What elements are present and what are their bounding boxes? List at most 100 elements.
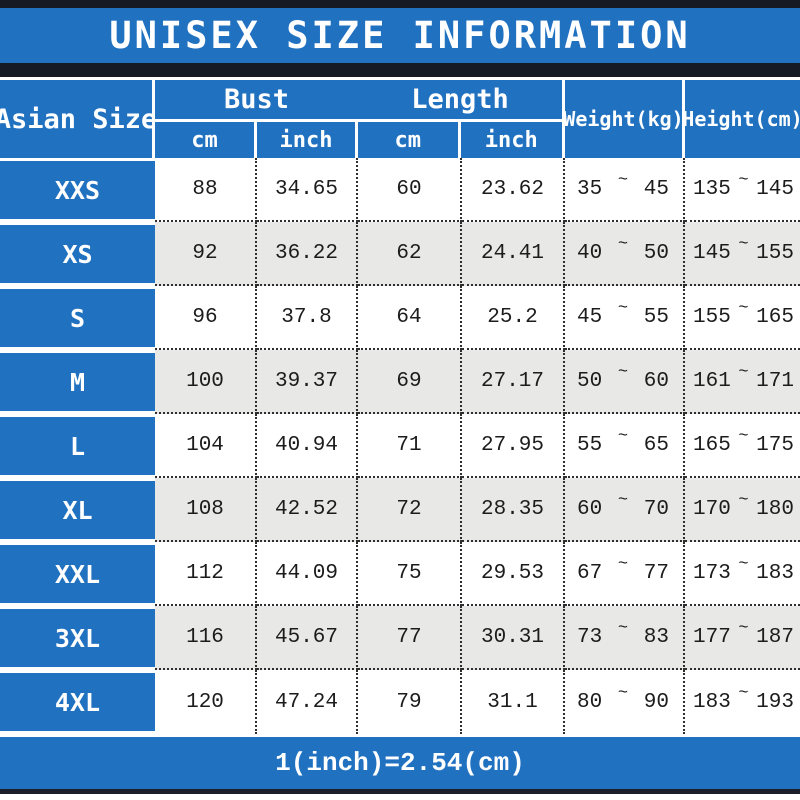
weight-max: 50 (643, 241, 669, 265)
bust-inch-value: 45.67 (257, 606, 358, 670)
weight-range: 55 ~ 65 (565, 414, 685, 478)
weight-max: 90 (643, 690, 669, 714)
table-row: 3XL 116 45.67 77 30.31 73 ~ 83 177 ~ 187 (0, 606, 800, 670)
length-inch-value: 27.17 (462, 350, 565, 414)
top-border-strip (0, 0, 800, 8)
height-min: 155 (693, 305, 731, 329)
weight-min: 50 (577, 369, 603, 393)
length-inch-value: 30.31 (462, 606, 565, 670)
bust-inch-value: 36.22 (257, 222, 358, 286)
weight-max: 83 (643, 625, 669, 649)
size-label: 4XL (0, 673, 155, 731)
height-min: 183 (693, 690, 731, 714)
length-cm-value: 62 (358, 222, 462, 286)
header-length-subrow: cm inch (358, 122, 562, 158)
height-range: 135 ~ 145 (685, 158, 800, 222)
size-cell: S (0, 286, 155, 350)
weight-range: 35 ~ 45 (565, 158, 685, 222)
height-range: 145 ~ 155 (685, 222, 800, 286)
size-cell: XXL (0, 542, 155, 606)
size-label: XL (0, 481, 155, 539)
footer-gap (0, 734, 800, 737)
size-cell: 4XL (0, 670, 155, 734)
range-tilde: ~ (617, 170, 629, 190)
bust-cm-value: 108 (155, 478, 257, 542)
bust-inch-value: 37.8 (257, 286, 358, 350)
length-cm-value: 71 (358, 414, 462, 478)
bust-cm-value: 88 (155, 158, 257, 222)
weight-range: 40 ~ 50 (565, 222, 685, 286)
header-bust-cm: cm (155, 122, 257, 158)
weight-range: 80 ~ 90 (565, 670, 685, 734)
bust-inch-value: 40.94 (257, 414, 358, 478)
length-cm-value: 75 (358, 542, 462, 606)
range-tilde: ~ (738, 426, 749, 446)
separator-gap (0, 77, 800, 80)
header-length-inch: inch (460, 122, 562, 158)
bust-cm-value: 116 (155, 606, 257, 670)
height-min: 135 (693, 177, 731, 201)
size-cell: XL (0, 478, 155, 542)
height-range: 161 ~ 171 (685, 350, 800, 414)
table-row: L 104 40.94 71 27.95 55 ~ 65 165 ~ 175 (0, 414, 800, 478)
height-max: 175 (756, 433, 794, 457)
length-cm-value: 72 (358, 478, 462, 542)
length-inch-value: 25.2 (462, 286, 565, 350)
weight-min: 60 (577, 497, 603, 521)
header-group-length: Length cm inch (358, 80, 565, 158)
height-range: 165 ~ 175 (685, 414, 800, 478)
range-tilde: ~ (738, 683, 749, 703)
length-cm-value: 77 (358, 606, 462, 670)
weight-min: 35 (577, 177, 603, 201)
size-label: XS (0, 225, 155, 283)
height-max: 183 (756, 561, 794, 585)
range-tilde: ~ (617, 362, 629, 382)
height-min: 170 (693, 497, 731, 521)
weight-min: 73 (577, 625, 603, 649)
footer-band: 1(inch)=2.54(cm) (0, 737, 800, 789)
height-min: 145 (693, 241, 731, 265)
height-min: 177 (693, 625, 731, 649)
range-tilde: ~ (617, 554, 629, 574)
bust-inch-value: 42.52 (257, 478, 358, 542)
bust-cm-value: 96 (155, 286, 257, 350)
length-inch-value: 27.95 (462, 414, 565, 478)
weight-max: 60 (643, 369, 669, 393)
bust-cm-value: 120 (155, 670, 257, 734)
table-header: Asian Size Bust cm inch Length cm inch W… (0, 80, 800, 158)
weight-min: 80 (577, 690, 603, 714)
weight-range: 73 ~ 83 (565, 606, 685, 670)
size-label: 3XL (0, 609, 155, 667)
range-tilde: ~ (617, 298, 629, 318)
weight-range: 45 ~ 55 (565, 286, 685, 350)
bottom-border-strip (0, 789, 800, 794)
height-range: 170 ~ 180 (685, 478, 800, 542)
size-cell: XXS (0, 158, 155, 222)
size-label: XXS (0, 161, 155, 219)
range-tilde: ~ (617, 234, 629, 254)
bust-cm-value: 100 (155, 350, 257, 414)
header-height: Height(cm) (682, 80, 800, 158)
title-separator (0, 63, 800, 77)
weight-max: 45 (643, 177, 669, 201)
page-title: UNISEX SIZE INFORMATION (109, 14, 691, 57)
range-tilde: ~ (738, 298, 749, 318)
weight-range: 50 ~ 60 (565, 350, 685, 414)
header-bust-label: Bust (155, 80, 358, 122)
length-inch-value: 29.53 (462, 542, 565, 606)
size-cell: M (0, 350, 155, 414)
weight-min: 55 (577, 433, 603, 457)
weight-max: 65 (643, 433, 669, 457)
inch-conversion-note: 1(inch)=2.54(cm) (275, 748, 525, 778)
weight-range: 60 ~ 70 (565, 478, 685, 542)
range-tilde: ~ (738, 554, 749, 574)
height-min: 173 (693, 561, 731, 585)
weight-min: 67 (577, 561, 603, 585)
height-range: 177 ~ 187 (685, 606, 800, 670)
header-bust-inch: inch (257, 122, 358, 158)
bust-cm-value: 112 (155, 542, 257, 606)
length-cm-value: 69 (358, 350, 462, 414)
length-inch-value: 28.35 (462, 478, 565, 542)
header-bust-subrow: cm inch (155, 122, 358, 158)
